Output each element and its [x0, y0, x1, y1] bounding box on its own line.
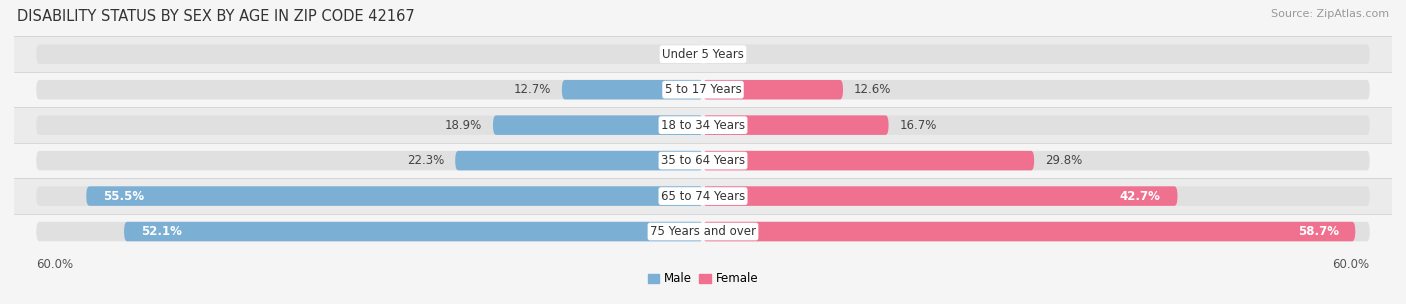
FancyBboxPatch shape: [703, 80, 844, 99]
Bar: [14, 143, 1392, 178]
Text: 18 to 34 Years: 18 to 34 Years: [661, 119, 745, 132]
FancyBboxPatch shape: [703, 186, 1177, 206]
FancyBboxPatch shape: [37, 116, 703, 135]
FancyBboxPatch shape: [37, 186, 703, 206]
Bar: [14, 214, 1392, 249]
Text: 5 to 17 Years: 5 to 17 Years: [665, 83, 741, 96]
Legend: Male, Female: Male, Female: [643, 268, 763, 290]
FancyBboxPatch shape: [703, 151, 1369, 170]
FancyBboxPatch shape: [37, 222, 703, 241]
FancyBboxPatch shape: [703, 116, 889, 135]
Text: 0.0%: 0.0%: [662, 48, 692, 61]
FancyBboxPatch shape: [37, 80, 703, 99]
Text: 22.3%: 22.3%: [406, 154, 444, 167]
FancyBboxPatch shape: [37, 44, 703, 64]
FancyBboxPatch shape: [124, 222, 703, 241]
Bar: [14, 36, 1392, 72]
Text: 65 to 74 Years: 65 to 74 Years: [661, 190, 745, 202]
FancyBboxPatch shape: [703, 186, 1369, 206]
Text: Under 5 Years: Under 5 Years: [662, 48, 744, 61]
FancyBboxPatch shape: [703, 222, 1369, 241]
FancyBboxPatch shape: [86, 186, 703, 206]
Text: 0.0%: 0.0%: [714, 48, 744, 61]
FancyBboxPatch shape: [456, 151, 703, 170]
Text: 42.7%: 42.7%: [1121, 190, 1161, 202]
Text: 55.5%: 55.5%: [103, 190, 143, 202]
Text: Source: ZipAtlas.com: Source: ZipAtlas.com: [1271, 9, 1389, 19]
Text: 12.6%: 12.6%: [853, 83, 891, 96]
FancyBboxPatch shape: [703, 222, 1355, 241]
Text: 60.0%: 60.0%: [1333, 258, 1369, 271]
Text: 18.9%: 18.9%: [444, 119, 482, 132]
Text: 35 to 64 Years: 35 to 64 Years: [661, 154, 745, 167]
Text: 75 Years and over: 75 Years and over: [650, 225, 756, 238]
FancyBboxPatch shape: [703, 116, 1369, 135]
Text: 12.7%: 12.7%: [513, 83, 551, 96]
Bar: [14, 178, 1392, 214]
FancyBboxPatch shape: [703, 44, 1369, 64]
FancyBboxPatch shape: [703, 151, 1035, 170]
Text: 60.0%: 60.0%: [37, 258, 73, 271]
Bar: [14, 72, 1392, 107]
Text: 16.7%: 16.7%: [900, 119, 936, 132]
FancyBboxPatch shape: [703, 80, 1369, 99]
FancyBboxPatch shape: [494, 116, 703, 135]
Bar: [14, 107, 1392, 143]
Text: 58.7%: 58.7%: [1298, 225, 1339, 238]
Text: 29.8%: 29.8%: [1045, 154, 1083, 167]
FancyBboxPatch shape: [562, 80, 703, 99]
Text: 52.1%: 52.1%: [141, 225, 181, 238]
Text: DISABILITY STATUS BY SEX BY AGE IN ZIP CODE 42167: DISABILITY STATUS BY SEX BY AGE IN ZIP C…: [17, 9, 415, 24]
FancyBboxPatch shape: [37, 151, 703, 170]
